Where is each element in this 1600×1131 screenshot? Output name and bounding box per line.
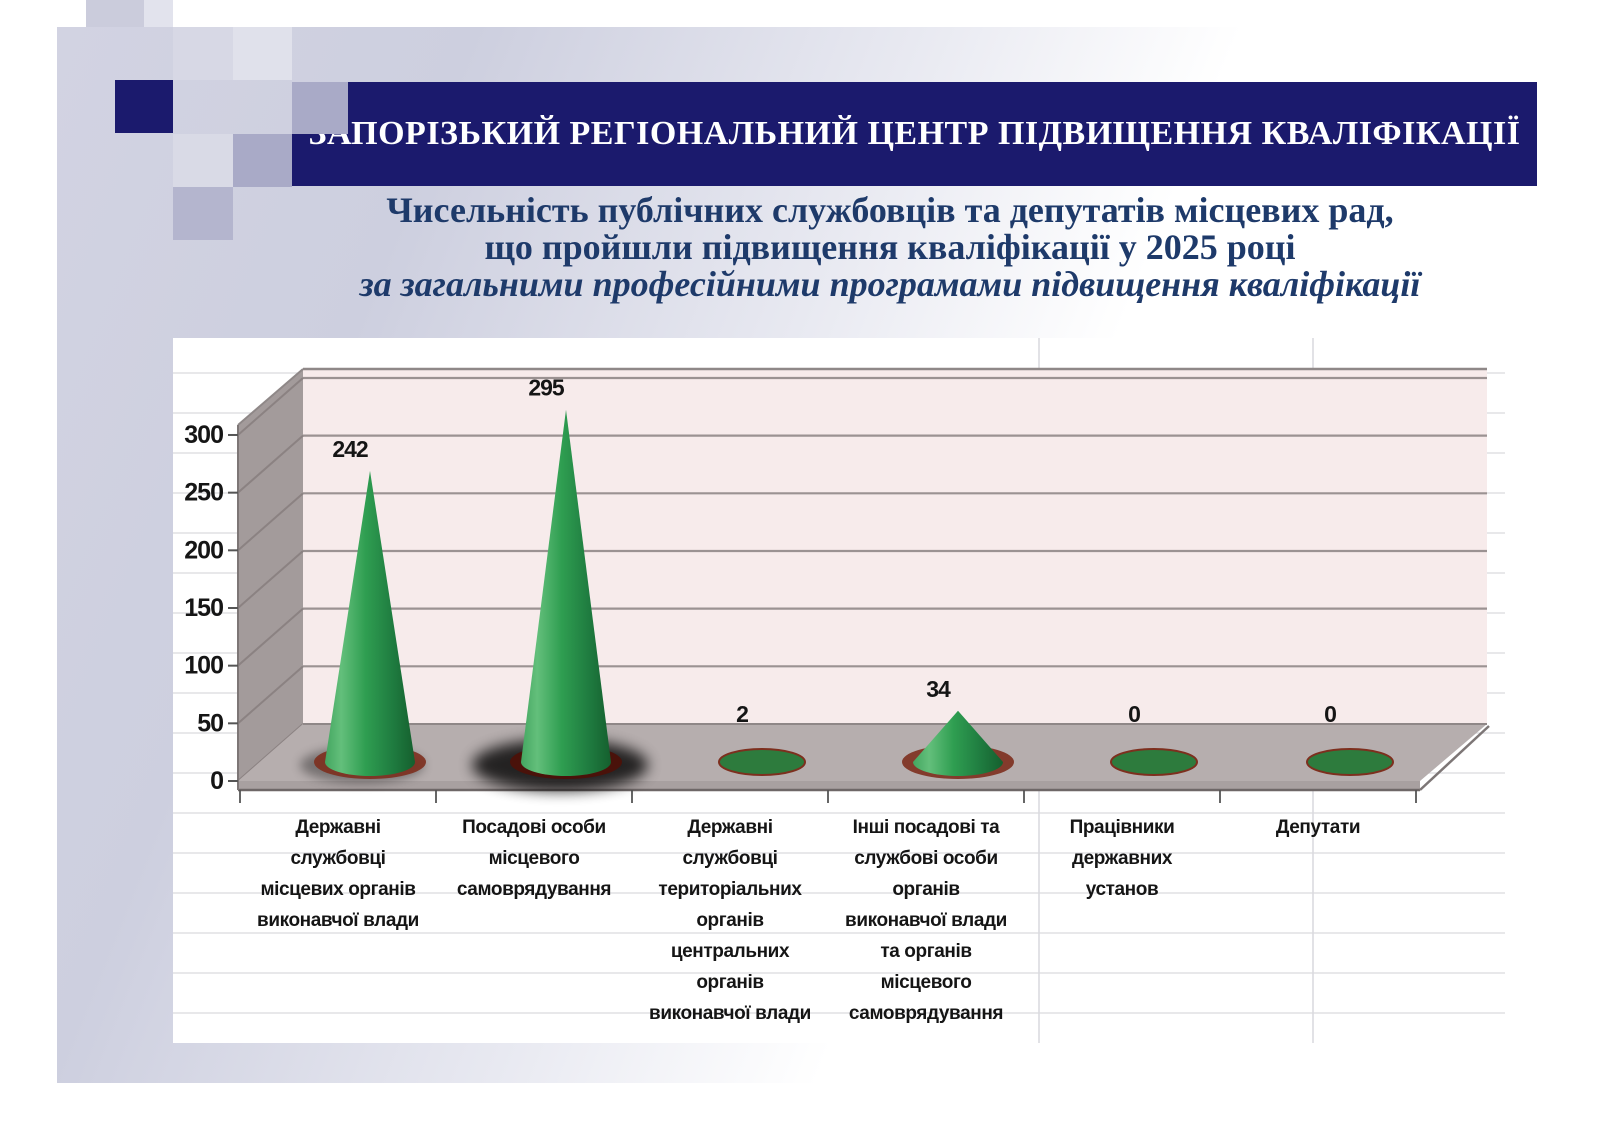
y-tick-label: 250 <box>184 479 223 507</box>
decorative-square <box>173 187 233 240</box>
cone-chart: 0 50 100 150 200 250 300 242 295 2 34 0 0 Державні с… <box>173 338 1505 1043</box>
slide-title: Чисельність публічних службовців та депу… <box>250 192 1530 303</box>
cone-series-point-2 <box>718 748 806 776</box>
decorative-square <box>144 0 173 27</box>
y-tick-label: 150 <box>184 594 223 622</box>
data-label-4: 0 <box>1128 701 1140 727</box>
slide-title-line2: що пройшли підвищення кваліфікації у 202… <box>484 227 1296 267</box>
category-label-5: Депутати <box>1275 817 1361 838</box>
data-label-2: 2 <box>736 701 748 727</box>
y-tick-label: 0 <box>210 767 223 795</box>
decorative-square <box>233 27 292 80</box>
decorative-square <box>86 0 144 27</box>
data-label-1: 295 <box>528 375 565 401</box>
category-label-0: Державні службовці місцевих органів вико… <box>257 817 419 931</box>
category-label-4: Працівники державних установ <box>1069 817 1175 900</box>
decorative-square <box>173 134 233 187</box>
decorative-square <box>292 82 348 134</box>
category-label-2: Державні службовці територіальних органі… <box>649 817 811 1024</box>
category-label-1: Посадові особи місцевого самоврядування <box>456 817 612 900</box>
decorative-square <box>233 134 292 187</box>
y-tick-label: 200 <box>184 536 223 564</box>
chart-canvas: 0 50 100 150 200 250 300 242 295 2 34 0 0 <box>173 338 1505 1043</box>
y-tick-label: 300 <box>184 421 223 449</box>
y-tick-label: 100 <box>184 652 223 680</box>
cone-series-point-1 <box>521 409 611 776</box>
cone-series-point-5 <box>1306 748 1394 776</box>
slide-header-banner: ЗАПОРІЗЬКИЙ РЕГІОНАЛЬНИЙ ЦЕНТР ПІДВИЩЕНН… <box>292 82 1537 186</box>
slide-title-line3: за загальними професійними програмами пі… <box>359 264 1421 304</box>
slide-title-line1: Чисельність публічних службовців та депу… <box>386 190 1394 230</box>
category-label-3: Інші посадові та службові особи органів … <box>845 817 1007 1024</box>
data-label-5: 0 <box>1324 701 1336 727</box>
y-tick-label: 50 <box>197 709 223 737</box>
data-label-3: 34 <box>926 676 951 702</box>
data-label-0: 242 <box>332 436 368 462</box>
cone-series-point-4 <box>1110 748 1198 776</box>
decorative-square <box>173 27 233 80</box>
cone-series-point-0 <box>325 470 415 776</box>
decorative-square <box>115 80 173 133</box>
cone-series-point-3 <box>913 710 1003 776</box>
